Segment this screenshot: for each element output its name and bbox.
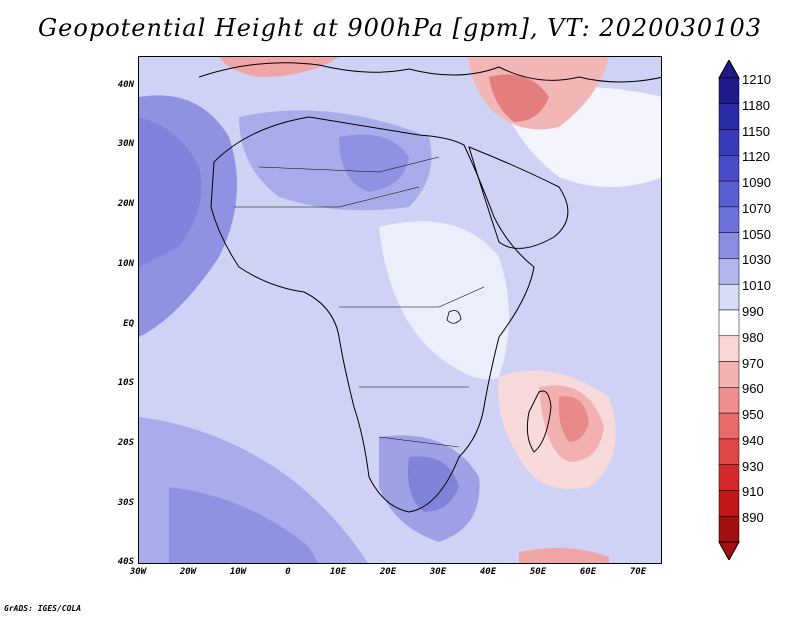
colorbar-swatch [718,464,740,491]
lat-label: 40N [117,80,134,90]
lon-label: 60E [579,567,597,577]
colorbar-label: 1090 [742,175,771,191]
colorbar-label: 1120 [742,149,770,165]
colorbar-label: 910 [742,484,764,500]
field-south-atlantic-core [169,487,318,563]
africa-outline [210,116,535,513]
colorbar-label: 980 [742,329,764,345]
colorbar-label: 1210 [742,72,771,87]
lon-label: 30E [429,567,447,577]
field-med-low [219,57,339,77]
lat-label: EQ [123,319,134,329]
colorbar-swatch [718,412,740,440]
lat-label: 30S [117,498,134,508]
colorbar-label: 970 [742,355,764,371]
colorbar-swatch [718,309,740,337]
lon-label: 0 [285,567,291,577]
colorbar [718,60,740,560]
colorbar-swatch [718,129,740,156]
field-south-africa-core [408,456,459,512]
arabia-outline [468,146,569,249]
colorbar-swatch [718,103,740,130]
colorbar-label: 960 [742,381,764,397]
colorbar-swatch [718,180,740,208]
field-atlantic-core [139,117,202,267]
colorbar-swatch [718,515,740,543]
colorbar-label: 1030 [742,252,771,268]
lat-label: 20N [117,199,134,209]
colorbar-swatch [718,206,740,233]
map-canvas [139,57,661,563]
colorbar-label: 940 [742,432,764,448]
colorbar-label: 950 [742,407,764,423]
map-area [138,56,662,564]
colorbar-swatch [718,490,740,517]
colorbar-swatch [718,438,740,465]
country-borders [234,156,485,448]
field-levant-core [489,74,549,122]
madagascar-outline [526,390,552,453]
colorbar-swatch [718,258,740,285]
field-indian-low-core [558,396,589,442]
colorbar-label: 930 [742,458,764,474]
lon-label: 70E [629,567,647,577]
lon-label: 20W [179,567,197,577]
map-title: Geopotential Height at 900hPa [gpm], VT:… [38,14,762,42]
lon-label: 40E [479,567,497,577]
lon-label: 10W [229,567,247,577]
colorbar-swatch [718,77,740,105]
lon-label: 30W [129,567,147,577]
colorbar-label: 1070 [742,200,771,216]
colorbar-label: 1180 [742,97,770,113]
colorbar-swatch [718,155,740,182]
lon-label: 10E [329,567,347,577]
colorbar-swatch [718,387,740,414]
field-sahara-core [339,134,409,192]
colorbar-label: 890 [742,510,764,526]
lat-label: 40S [117,557,134,567]
credit-text: GrADS: IGES/COLA [4,604,82,613]
lon-label: 50E [529,567,547,577]
colorbar-swatch [718,232,740,259]
lat-label: 20S [117,438,134,448]
colorbar-swatch [718,335,740,362]
lat-label: 10N [117,259,134,269]
colorbar-label: 1150 [742,123,770,139]
colorbar-swatch [718,361,740,388]
colorbar-swatch [718,283,740,311]
colorbar-label: 1010 [742,278,771,294]
colorbar-bottom-arrow [718,541,740,560]
europe-coast [198,62,661,83]
lat-label: 10S [117,378,134,388]
lat-label: 30N [117,139,134,149]
lon-label: 20E [379,567,397,577]
colorbar-label: 1050 [742,226,771,242]
colorbar-top-arrow [718,60,740,79]
lake-victoria [446,310,462,324]
field-southern-low [519,547,609,563]
field-central-low [379,221,509,380]
colorbar-label: 990 [742,304,764,319]
